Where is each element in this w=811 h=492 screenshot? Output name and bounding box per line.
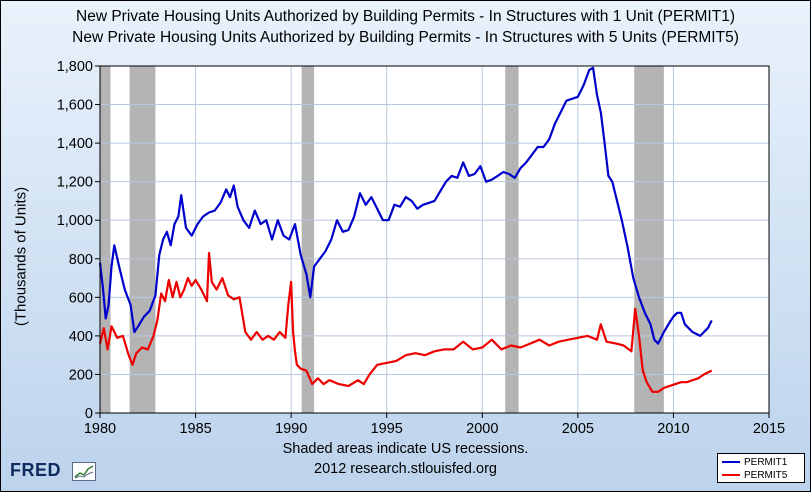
x-tick-label: 2010	[657, 421, 689, 437]
recession-bar-3	[505, 66, 519, 413]
x-axis-ticks: 1980 1985 1990 1995 2000 2005 2010 2015	[84, 413, 785, 437]
recession-bar-2	[301, 66, 315, 413]
y-tick-label: 600	[69, 290, 93, 306]
x-tick-label: 2005	[562, 421, 594, 437]
y-axis-label: (Thousands of Units)	[12, 186, 30, 327]
plot-background	[100, 66, 769, 413]
legend-label-permit1: PERMIT1	[744, 456, 788, 468]
legend-swatch-permit5	[722, 474, 740, 476]
chart-title-line-2: New Private Housing Units Authorized by …	[72, 29, 739, 46]
x-tick-label: 1980	[84, 421, 116, 437]
y-tick-label: 400	[69, 329, 93, 345]
series-lines	[98, 66, 713, 393]
plot-border	[99, 65, 770, 414]
legend-item-permit1: PERMIT1	[722, 456, 787, 468]
mini-chart-icon	[72, 462, 96, 481]
y-tick-label: 1,600	[57, 98, 93, 114]
recession-bar-0	[100, 66, 111, 413]
legend-item-permit5: PERMIT5	[722, 469, 787, 481]
y-tick-label: 1,000	[57, 213, 93, 229]
recession-note: Shaded areas indicate US recessions.	[282, 441, 529, 457]
y-tick-label: 200	[69, 367, 93, 383]
y-axis-ticks: 0 200 400 600 800 1,000 1,200 1,400 1,600 1,800	[57, 59, 100, 422]
y-tick-label: 1,200	[57, 175, 93, 191]
x-tick-label: 1995	[371, 421, 403, 437]
x-tick-label: 1985	[179, 421, 211, 437]
fred-logo[interactable]: FRED	[10, 460, 96, 482]
chart-legend: PERMIT1 PERMIT5	[717, 453, 805, 483]
x-tick-label: 1990	[275, 421, 307, 437]
y-tick-label: 0	[85, 406, 93, 422]
recession-bar-4	[634, 66, 664, 413]
y-tick-label: 1,400	[57, 136, 93, 152]
x-tick-label: 2000	[466, 421, 498, 437]
grid-lines	[100, 66, 769, 413]
legend-swatch-permit1	[722, 461, 740, 463]
y-tick-label: 1,800	[57, 59, 93, 75]
series-line-permit5	[98, 251, 713, 393]
fred-logo-text: FRED	[10, 460, 61, 480]
x-tick-label: 2015	[753, 421, 785, 437]
recession-shading	[100, 66, 664, 413]
chart-title-line-1: New Private Housing Units Authorized by …	[76, 8, 735, 25]
source-credit: 2012 research.stlouisfed.org	[314, 461, 497, 477]
recession-bar-1	[129, 66, 156, 413]
legend-label-permit5: PERMIT5	[744, 469, 788, 481]
y-tick-label: 800	[69, 252, 93, 268]
series-line-permit1	[98, 66, 713, 345]
